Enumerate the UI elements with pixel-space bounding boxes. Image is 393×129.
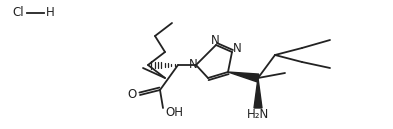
Text: H: H [46, 6, 54, 19]
Text: N: N [189, 58, 197, 71]
Text: OH: OH [165, 107, 183, 119]
Text: O: O [127, 88, 137, 102]
Text: N: N [211, 34, 219, 47]
Polygon shape [228, 72, 259, 82]
Text: Cl: Cl [12, 6, 24, 19]
Text: H₂N: H₂N [247, 108, 269, 122]
Polygon shape [254, 78, 262, 108]
Text: N: N [233, 42, 241, 54]
